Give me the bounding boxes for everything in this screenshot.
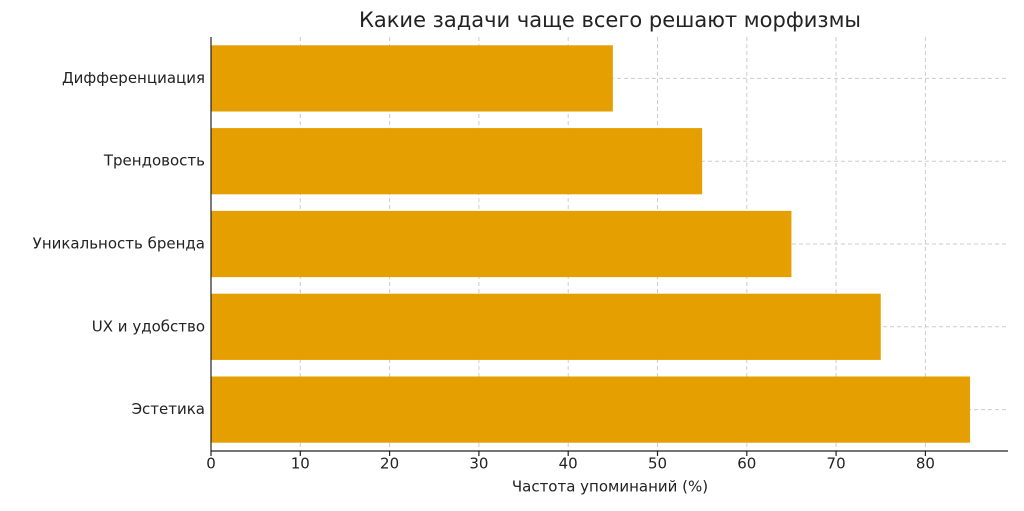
y-tick-label: Дифференциация	[62, 69, 205, 87]
x-tick-label: 80	[916, 455, 935, 473]
bar	[211, 128, 703, 195]
x-tick-label: 20	[380, 455, 399, 473]
bar	[211, 376, 971, 443]
x-axis-label: Частота упоминаний (%)	[512, 478, 708, 496]
x-tick-label: 70	[827, 455, 846, 473]
bar	[211, 210, 792, 278]
y-tick-label: Трендовость	[103, 152, 205, 170]
bar	[211, 293, 881, 360]
x-tick-label: 10	[291, 455, 310, 473]
x-tick-label: 50	[648, 455, 667, 473]
x-tick-label: 30	[469, 455, 488, 473]
y-tick-label: UX и удобство	[92, 317, 205, 335]
bar	[211, 45, 613, 112]
x-tick-label: 40	[559, 455, 578, 473]
x-tick-label: 0	[206, 455, 216, 473]
y-tick-label: Уникальность бренда	[33, 235, 205, 253]
x-tick-label: 60	[737, 455, 756, 473]
chart-title: Какие задачи чаще всего решают морфизмы	[359, 8, 861, 32]
y-tick-label: Эстетика	[132, 400, 205, 418]
